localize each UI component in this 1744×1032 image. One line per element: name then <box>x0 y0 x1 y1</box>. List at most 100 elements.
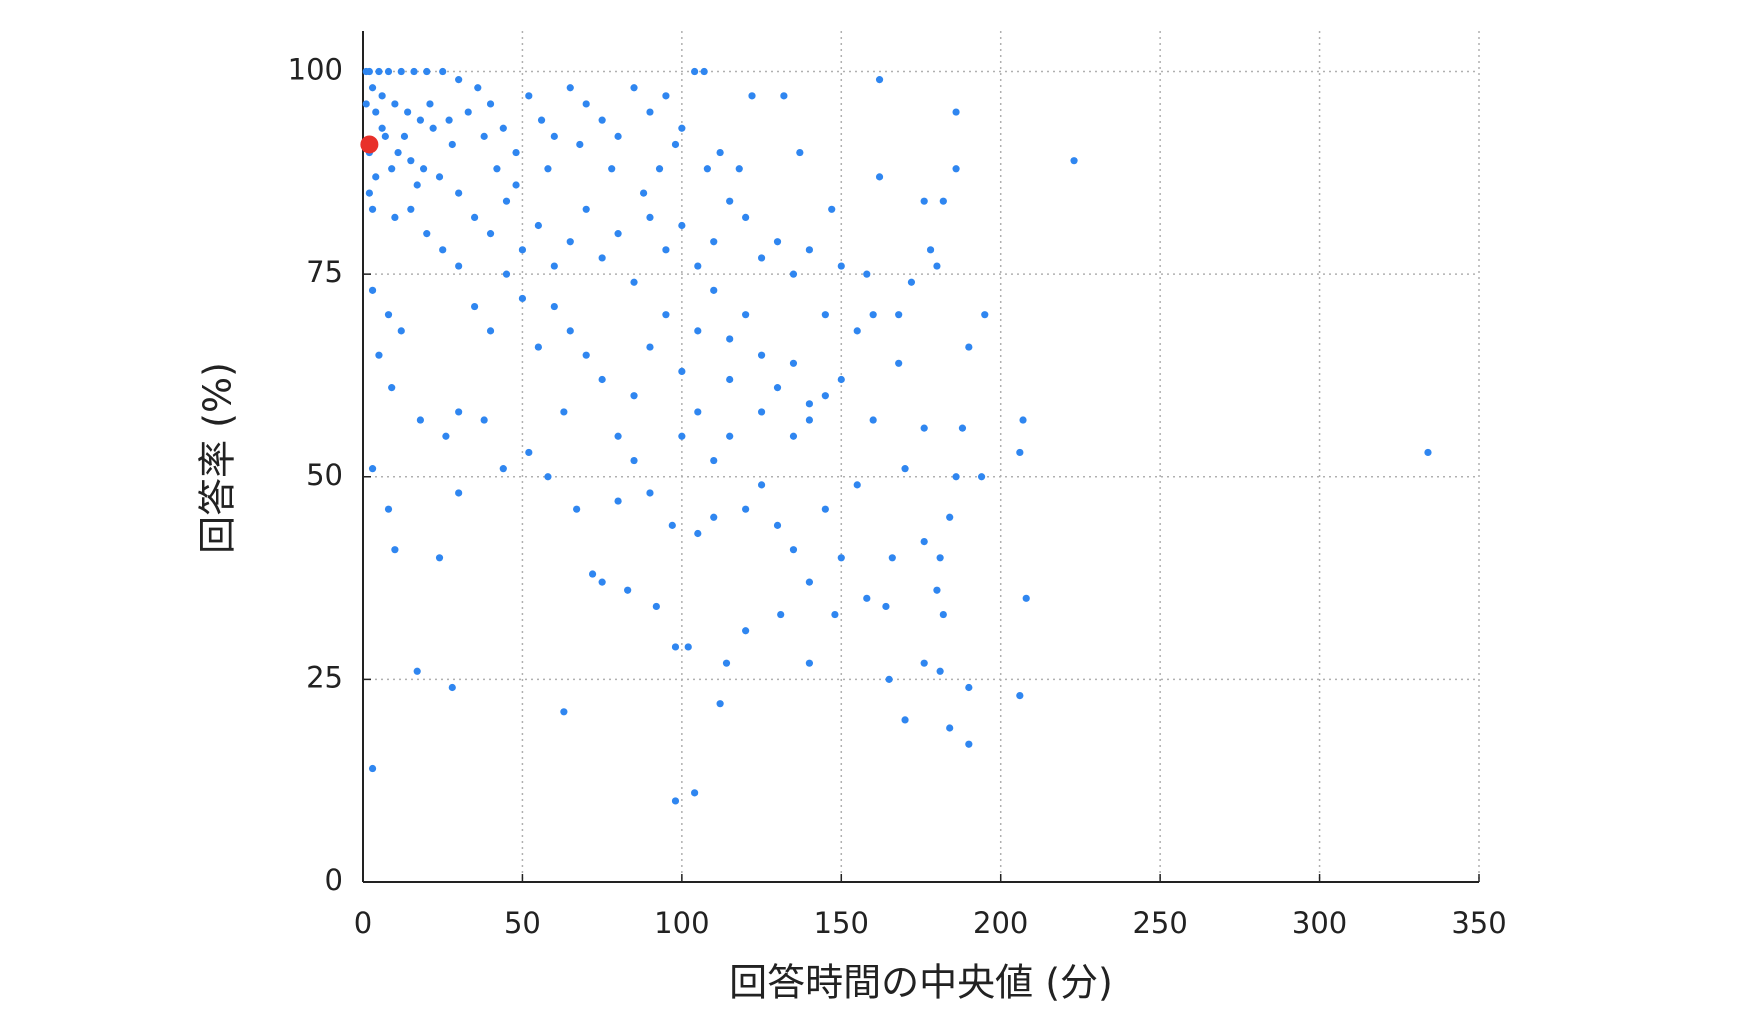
point <box>646 489 654 497</box>
point <box>853 481 861 489</box>
point <box>1070 157 1078 165</box>
point <box>710 513 718 521</box>
point <box>416 116 424 124</box>
point <box>671 643 680 651</box>
point <box>560 408 568 416</box>
point <box>630 278 638 286</box>
point <box>662 246 670 254</box>
point <box>662 92 670 100</box>
point <box>805 416 814 424</box>
point <box>694 408 702 416</box>
point <box>742 213 750 222</box>
point <box>368 764 377 773</box>
point <box>435 554 444 562</box>
point <box>789 546 798 554</box>
point <box>480 132 488 140</box>
point <box>639 189 648 197</box>
point <box>372 108 380 116</box>
point <box>400 132 409 140</box>
point <box>869 416 877 424</box>
point <box>512 148 520 157</box>
point <box>486 327 495 335</box>
point <box>368 205 377 213</box>
y-axis-title: 回答率 (%) <box>196 362 240 554</box>
x-axis-title: 回答時間の中央値 (分) <box>729 961 1113 1005</box>
point <box>435 173 444 181</box>
point <box>378 92 386 100</box>
point <box>726 375 734 384</box>
point <box>933 586 941 594</box>
point <box>525 92 533 100</box>
point <box>391 546 399 554</box>
point <box>789 359 798 367</box>
point <box>671 140 680 149</box>
point <box>821 392 829 400</box>
point <box>388 384 396 392</box>
point <box>646 108 654 116</box>
point <box>502 197 511 205</box>
point <box>560 708 568 716</box>
point <box>397 67 405 76</box>
point <box>566 327 574 335</box>
y-tick-label: 75 <box>306 255 343 289</box>
point <box>566 238 574 246</box>
point <box>614 230 622 238</box>
point <box>384 311 393 319</box>
point <box>360 135 379 154</box>
point <box>598 578 606 586</box>
point <box>1022 594 1030 602</box>
point <box>965 740 973 748</box>
point <box>920 424 928 432</box>
point <box>534 343 542 351</box>
point <box>455 408 463 416</box>
y-tick-label: 25 <box>306 660 343 694</box>
point <box>381 132 389 140</box>
point <box>391 100 399 108</box>
point <box>429 124 437 132</box>
point <box>952 473 960 481</box>
point <box>946 513 954 521</box>
point <box>958 424 967 432</box>
point <box>544 165 552 173</box>
point <box>471 302 479 311</box>
point <box>426 100 434 108</box>
x-tick-label: 200 <box>973 906 1028 940</box>
point <box>805 246 814 254</box>
point <box>378 124 386 132</box>
point <box>598 375 606 384</box>
point <box>691 67 699 76</box>
point <box>576 140 584 149</box>
point <box>694 529 702 538</box>
point <box>518 246 527 254</box>
point <box>375 67 383 76</box>
point <box>907 278 916 286</box>
point <box>368 465 377 473</box>
point <box>882 602 890 611</box>
point <box>407 205 415 213</box>
point <box>499 465 507 473</box>
point <box>455 262 463 270</box>
point <box>499 124 507 132</box>
point <box>837 554 845 562</box>
point <box>550 262 558 270</box>
point <box>722 659 731 667</box>
point <box>757 254 766 262</box>
point <box>773 238 782 246</box>
point <box>694 327 702 335</box>
point <box>630 84 638 92</box>
point <box>423 67 431 76</box>
point <box>464 108 472 116</box>
point <box>512 181 520 189</box>
point <box>525 448 533 457</box>
point <box>394 148 402 157</box>
point <box>598 254 606 262</box>
point <box>646 213 654 222</box>
point <box>486 100 495 108</box>
point <box>362 100 370 108</box>
point <box>920 197 928 205</box>
point <box>375 351 383 359</box>
point <box>668 521 676 529</box>
point <box>614 432 622 440</box>
point <box>1016 691 1024 700</box>
point <box>939 610 947 619</box>
